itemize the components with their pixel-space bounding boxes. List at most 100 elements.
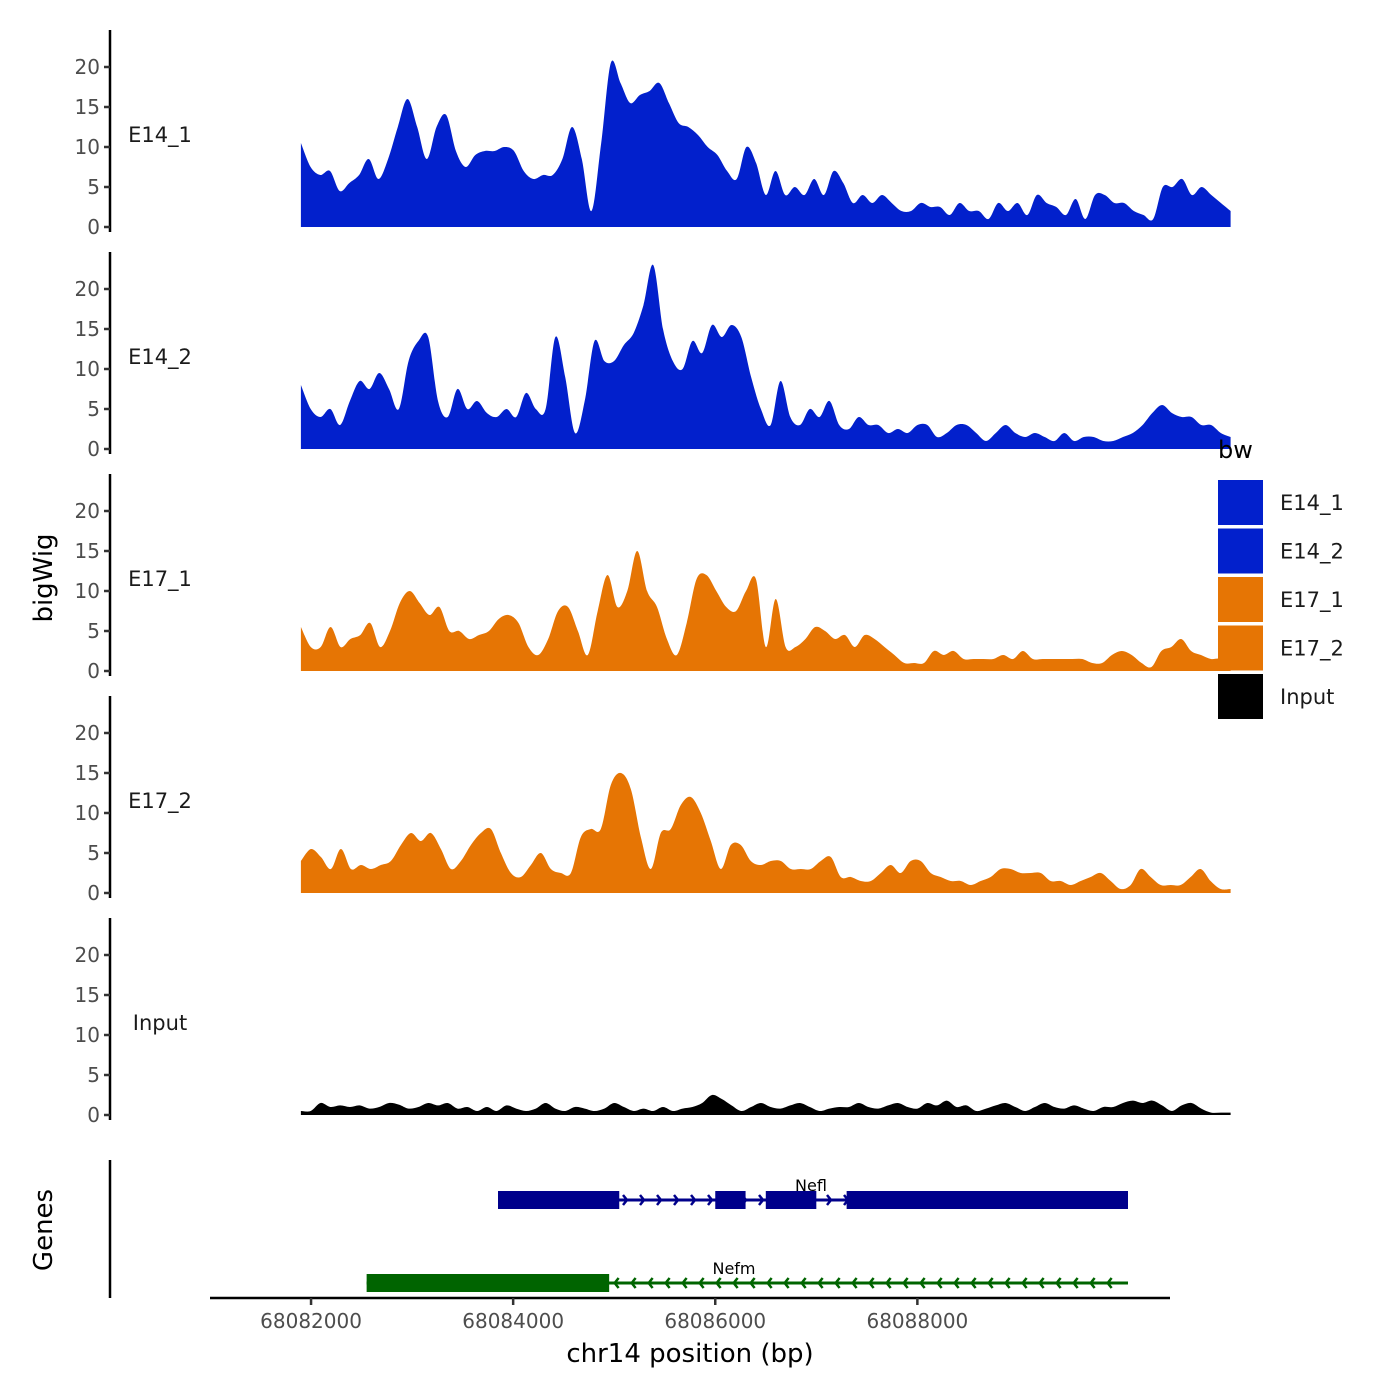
gene-label: Nefm (712, 1259, 755, 1278)
area-E14_2 (300, 264, 1231, 449)
y-tick-label: 15 (75, 95, 100, 119)
legend-item-E17_1: E17_1 (1218, 577, 1344, 622)
strand-arrow (622, 1194, 629, 1206)
track-label: E14_2 (128, 345, 192, 370)
legend-item-E17_2: E17_2 (1218, 625, 1344, 671)
legend-swatch (1218, 528, 1263, 574)
strand-arrow (707, 1194, 714, 1206)
y-tick-label: 0 (87, 1103, 100, 1127)
legend-label: E14_1 (1280, 491, 1344, 516)
x-axis-title: chr14 position (bp) (566, 1339, 813, 1369)
legend-item-E14_2: E14_2 (1218, 528, 1344, 574)
track-E14_1: 0 5 10 15 20 E14_1 (75, 30, 1231, 239)
y-tick-label: 5 (87, 841, 100, 865)
exon (366, 1274, 610, 1292)
strand-arrow (681, 1277, 688, 1289)
strand-arrow (673, 1194, 680, 1206)
legend-swatch (1218, 625, 1263, 671)
strand-arrow (664, 1277, 671, 1289)
strand-arrow (630, 1277, 637, 1289)
strand-arrow (1089, 1277, 1096, 1289)
exon (846, 1191, 1128, 1209)
y-tick-label: 20 (75, 277, 100, 301)
y-tick-label: 15 (75, 539, 100, 563)
strand-arrow (936, 1277, 943, 1289)
legend-label: E14_2 (1280, 540, 1344, 565)
strand-arrow (1072, 1277, 1079, 1289)
strand-arrow (783, 1277, 790, 1289)
gene-Nefl: Nefl (498, 1176, 1128, 1209)
y-tick-label: 20 (75, 721, 100, 745)
track-E14_2: 0 5 10 15 20 E14_2 (75, 252, 1231, 461)
y-tick-label: 15 (75, 317, 100, 341)
track-label: Input (133, 1011, 187, 1035)
y-tick-label: 0 (87, 437, 100, 461)
area-E17_1 (300, 551, 1231, 671)
area-Input (300, 1094, 1231, 1115)
strand-arrow (1038, 1277, 1045, 1289)
x-tick-label: 68084000 (462, 1309, 564, 1333)
y-axis-title: bigWig (29, 533, 59, 622)
strand-arrow (732, 1277, 739, 1289)
strand-arrow (817, 1277, 824, 1289)
legend-label: E17_2 (1280, 637, 1344, 662)
strand-arrow (953, 1277, 960, 1289)
strand-arrow (1004, 1277, 1011, 1289)
strand-arrow (1021, 1277, 1028, 1289)
strand-arrow (698, 1277, 705, 1289)
y-tick-label: 15 (75, 761, 100, 785)
y-tick-label: 0 (87, 215, 100, 239)
strand-arrow (834, 1277, 841, 1289)
strand-arrow (987, 1277, 994, 1289)
y-tick-label: 10 (75, 801, 100, 825)
y-tick-label: 10 (75, 357, 100, 381)
strand-arrow (1055, 1277, 1062, 1289)
strand-arrow (647, 1277, 654, 1289)
y-tick-label: 15 (75, 983, 100, 1007)
legend: bw E14_1 E14_2 E17_1 E17_2 Input (1218, 436, 1344, 719)
legend-swatch (1218, 480, 1263, 525)
y-tick-label: 0 (87, 659, 100, 683)
track-label: E17_2 (128, 789, 192, 814)
strand-arrow (758, 1194, 765, 1206)
gene-Nefm: Nefm (366, 1259, 1128, 1292)
y-tick-label: 5 (87, 175, 100, 199)
legend-label: Input (1280, 685, 1334, 709)
legend-title: bw (1218, 436, 1253, 464)
strand-arrow (970, 1277, 977, 1289)
strand-arrow (868, 1277, 875, 1289)
strand-arrow (749, 1277, 756, 1289)
y-tick-label: 10 (75, 135, 100, 159)
legend-item-Input: Input (1218, 674, 1334, 719)
strand-arrow (826, 1194, 833, 1206)
area-E14_1 (300, 60, 1231, 227)
y-tick-label: 10 (75, 1023, 100, 1047)
y-tick-label: 20 (75, 55, 100, 79)
strand-arrow (1106, 1277, 1113, 1289)
legend-swatch (1218, 577, 1263, 622)
track-label: E14_1 (128, 123, 192, 148)
x-tick-label: 68082000 (260, 1309, 362, 1333)
strand-arrow (766, 1277, 773, 1289)
track-E17_1: 0 5 10 15 20 E17_1 (75, 474, 1231, 683)
x-axis: 68082000 68084000 68086000 68088000 (210, 1296, 1170, 1333)
strand-arrow (639, 1194, 646, 1206)
strand-arrow (851, 1277, 858, 1289)
y-tick-label: 5 (87, 397, 100, 421)
y-tick-label: 10 (75, 579, 100, 603)
strand-arrow (656, 1194, 663, 1206)
gene-label: Nefl (795, 1176, 827, 1195)
area-E17_2 (300, 772, 1231, 893)
track-Input: 0 5 10 15 20 Input (75, 918, 1231, 1127)
strand-arrow (919, 1277, 926, 1289)
strand-arrow (690, 1194, 697, 1206)
strand-arrow (902, 1277, 909, 1289)
exon (498, 1191, 620, 1209)
y-tick-label: 20 (75, 943, 100, 967)
y-tick-label: 20 (75, 499, 100, 523)
legend-label: E17_1 (1280, 588, 1344, 613)
x-tick-label: 68086000 (664, 1309, 766, 1333)
track-E17_2: 0 5 10 15 20 E17_2 (75, 696, 1231, 905)
gene-track: Nefl Nefm (108, 1160, 1128, 1298)
